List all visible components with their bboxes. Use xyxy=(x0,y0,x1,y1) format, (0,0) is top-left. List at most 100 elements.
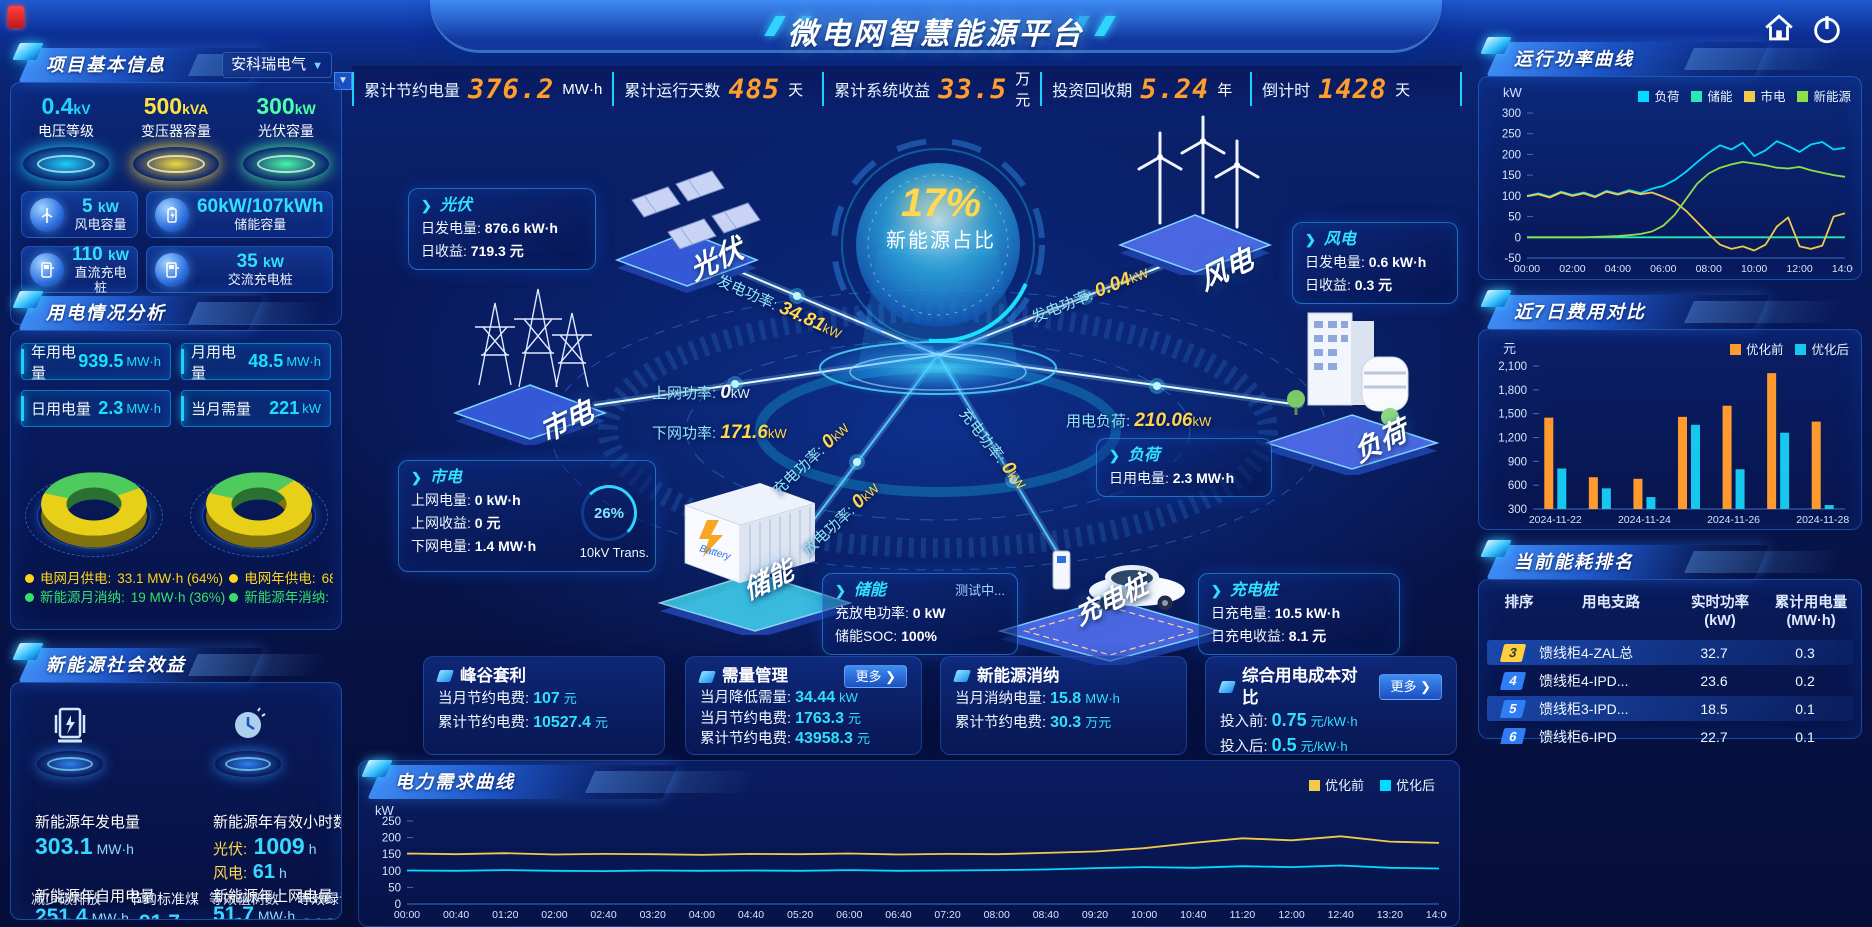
transformer-gauge: 26% xyxy=(581,485,637,541)
power-button[interactable] xyxy=(1810,12,1844,46)
svg-text:2024-11-26: 2024-11-26 xyxy=(1707,514,1760,526)
svg-text:1,200: 1,200 xyxy=(1498,433,1527,445)
battery-icon xyxy=(154,197,189,232)
flow-grid-down: 下网功率: 171.6kW xyxy=(652,422,787,443)
benefit-trees-value: 240棵 xyxy=(217,915,270,919)
panel-energy-rank: 当前能耗排名 排序 用电支路 实时功率 (kW) 累计用电量 (MW·h) 3 馈线… xyxy=(1478,540,1862,925)
ev-charging-icon xyxy=(997,550,1223,669)
header-swoosh xyxy=(430,0,1442,50)
svg-text:900: 900 xyxy=(1508,456,1527,468)
kpi-countdown: 倒计时 1428 天 xyxy=(1250,72,1462,106)
svg-text:00:00: 00:00 xyxy=(1514,263,1540,275)
panel-social-benefit: 新能源社会效益 新能源年发电量 303.1 MW·h 新能源年有效小时数 光伏: … xyxy=(10,643,342,927)
svg-text:13:20: 13:20 xyxy=(1377,909,1403,921)
rank-row[interactable]: 5 馈线柜3-IPD... 18.5 0.1 xyxy=(1487,696,1853,721)
card-storage: ❯ 储能 测试中... 充放电功率: 0 kW 储能SOC: 100% xyxy=(822,573,1018,655)
generation-pedestal-icon xyxy=(33,703,107,777)
svg-text:00:40: 00:40 xyxy=(443,909,469,921)
ratio-label: 新能源占比 xyxy=(886,230,996,252)
svg-text:0: 0 xyxy=(1515,232,1521,244)
svg-text:100: 100 xyxy=(1502,191,1521,203)
svg-text:03:20: 03:20 xyxy=(640,909,666,921)
home-icon xyxy=(1765,14,1793,41)
svg-text:05:20: 05:20 xyxy=(787,909,813,921)
card-peak-valley: 峰谷套利 当月节约电费: 107 元 累计节约电费: 10527.4 元 xyxy=(423,656,665,755)
demand-chart: 250 200 150 100 50 0 00:00 00:40 01:20 02:00 02:40… xyxy=(373,813,1452,921)
page-title: 微电网智慧能源平台 xyxy=(787,18,1085,51)
benefit-togrid-value: 51.7 MW·h xyxy=(213,903,296,920)
capacity-card-storage: 60kW/107kWh 储能容量 xyxy=(145,191,333,238)
svg-text:09:20: 09:20 xyxy=(1082,909,1108,921)
panel-title: 电力需求曲线 xyxy=(395,772,515,792)
kpi-payback: 投资回收期 5.24 年 xyxy=(1040,72,1250,106)
rank-row[interactable]: 4 馈线柜4-IPD... 23.6 0.2 xyxy=(1487,668,1853,693)
benefit-hours-label: 新能源年有效小时数 xyxy=(213,814,342,831)
ratio-value: 17% xyxy=(900,181,982,225)
rank-row[interactable]: 6 馈线柜6-IPD 22.7 0.1 xyxy=(1487,724,1853,744)
rank-row[interactable]: 3 馈线柜4-ZAL总 32.7 0.3 xyxy=(1487,640,1853,665)
panel-cost-compare-7d: 近7日费用对比 元 优化前 优化后 2,100 1,800 1,500 1,200 90… xyxy=(1478,290,1862,537)
panel-title: 近7日费用对比 xyxy=(1514,302,1647,322)
svg-text:600: 600 xyxy=(1508,480,1527,492)
stat-month-usage: 月用电量 48.5 MW·h xyxy=(181,343,331,382)
wind-turbines-icon xyxy=(1117,115,1273,280)
svg-text:300: 300 xyxy=(1502,108,1521,120)
donut-month-supply xyxy=(19,445,169,563)
building-icon xyxy=(1264,312,1440,477)
svg-text:10:00: 10:00 xyxy=(1131,909,1157,921)
legend-newenergy-year: 新能源年消纳:303.8 MW·h (31%) xyxy=(229,588,333,607)
svg-text:1,500: 1,500 xyxy=(1498,409,1527,421)
benefit-gen-value: 303.1 MW·h xyxy=(35,833,134,859)
svg-text:1,800: 1,800 xyxy=(1498,385,1527,397)
card-ne-consumption: 新能源消纳 当月消纳电量: 15.8 MW·h 累计节约电费: 30.3 万元 xyxy=(940,656,1187,755)
benefit-gen-label: 新能源年发电量 xyxy=(35,814,141,831)
battery-container-icon: Battery xyxy=(657,483,853,639)
home-button[interactable] xyxy=(1762,12,1796,46)
card-wind: ❯ 风电 日发电量: 0.6 kW·h 日收益: 0.3 元 xyxy=(1292,222,1458,304)
more-button[interactable]: 更多 ❯ xyxy=(1379,674,1442,700)
svg-text:150: 150 xyxy=(382,849,401,861)
wind-turbine-icon xyxy=(30,197,64,232)
panel-project-info: 项目基本信息 安科瑞电气 ▼ 0.4kV 电压等级 500kVA 变压器容量 30… xyxy=(10,43,342,325)
arrow-icon: ❯ xyxy=(1211,583,1222,598)
card-cost-compare: 综合用电成本对比 更多 ❯ 投入前: 0.75 元/kW·h 投入后: 0.5 元… xyxy=(1205,656,1457,755)
svg-text:250: 250 xyxy=(1502,129,1521,141)
panel-title: 用电情况分析 xyxy=(46,303,166,323)
svg-text:08:40: 08:40 xyxy=(1033,909,1059,921)
benefit-wind-hours: 风电: 61 h xyxy=(213,861,287,883)
kpi-saved-energy: 累计节约电量 376.2 MW·h xyxy=(352,72,612,106)
benefit-trees-label: 等效植树数 xyxy=(209,891,279,907)
run-power-chart: 300 250 200 150 100 50 0 -50 00:00 02:00 04:00 06:0… xyxy=(1487,105,1858,275)
svg-text:02:00: 02:00 xyxy=(541,909,567,921)
svg-text:200: 200 xyxy=(382,833,401,845)
node-pv[interactable] xyxy=(612,168,762,298)
demand-legend: 优化前 优化后 xyxy=(1308,775,1435,794)
solar-panels-icon xyxy=(614,170,761,293)
node-storage[interactable]: Battery xyxy=(655,465,855,640)
rank-badge: 6 xyxy=(1499,727,1527,744)
kpi-revenue: 累计系统收益 33.5 万元 xyxy=(822,71,1040,109)
company-dropdown[interactable]: 安科瑞电气 ▼ xyxy=(222,52,332,78)
card-icon xyxy=(953,670,971,682)
rank-table-header: 排序 用电支路 实时功率 (kW) 累计用电量 (MW·h) xyxy=(1504,595,1848,629)
more-button[interactable]: 更多 ❯ xyxy=(844,665,907,688)
panel-demand-curve: 电力需求曲线 优化前 优化后 kW 250 200 150 100 50 0 00:00 00… xyxy=(358,760,1460,927)
svg-text:0: 0 xyxy=(395,899,401,911)
svg-text:06:00: 06:00 xyxy=(1650,263,1676,275)
benefit-coal-value: 91.7t xyxy=(139,911,188,919)
card-pv: ❯ 光伏 日发电量: 876.6 kW·h 日收益: 719.3 元 xyxy=(408,188,596,270)
transmission-towers-icon xyxy=(452,288,608,447)
pedestal-transformer: 500kVA 变压器容量 xyxy=(126,93,226,181)
node-load[interactable] xyxy=(1262,295,1442,480)
svg-text:04:00: 04:00 xyxy=(689,909,715,921)
pedestal-pv: 300kW 光伏容量 xyxy=(236,93,336,181)
benefit-togrid-label: 新能源年上网电量 xyxy=(213,888,334,905)
kpi-bar: 累计节约电量 376.2 MW·h 累计运行天数 485 天 累计系统收益 33.5 万元 … xyxy=(352,66,1462,112)
charger-icon xyxy=(30,252,64,287)
node-grid[interactable] xyxy=(450,275,610,450)
chevron-down-icon: ▼ xyxy=(312,60,323,72)
node-charger[interactable] xyxy=(995,515,1225,670)
capacity-card-ac-charger: 35 kW 交流充电桩 xyxy=(145,246,333,293)
node-wind[interactable] xyxy=(1115,115,1275,280)
